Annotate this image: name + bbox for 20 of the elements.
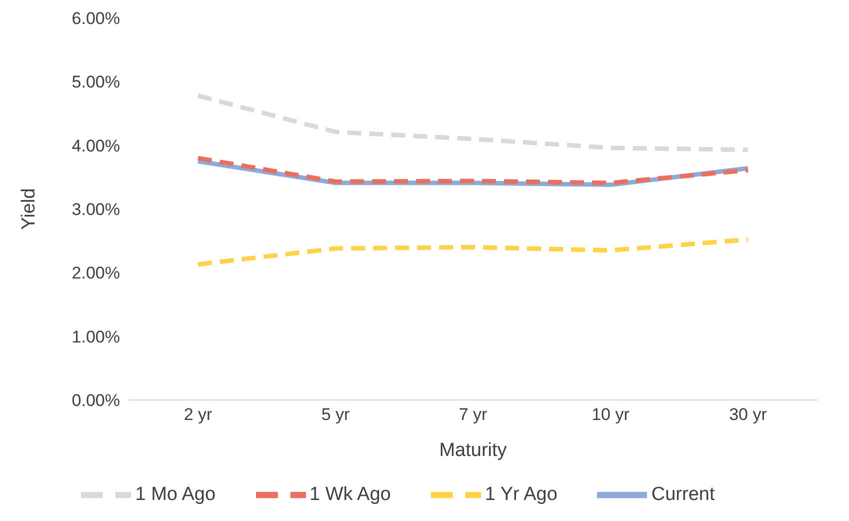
x-tick-label: 30 yr (729, 405, 768, 424)
y-tick-label: 1.00% (72, 327, 120, 346)
y-tick-label: 0.00% (72, 391, 120, 410)
line-series (196, 237, 750, 267)
legend-label: 1 Mo Ago (135, 484, 216, 506)
y-tick-label: 3.00% (72, 200, 120, 220)
legend-label: 1 Yr Ago (484, 484, 558, 506)
x-tick-label: 7 yr (458, 405, 488, 424)
x-axis-title: Maturity (439, 440, 508, 461)
x-tick-label: 2 yr (184, 405, 213, 424)
x-tick-label: 10 yr (592, 405, 630, 424)
y-tick-label: 6.00% (72, 9, 120, 28)
legend-label: 1 Wk Ago (310, 484, 391, 506)
y-axis-title: Yield (18, 188, 40, 230)
y-tick-label: 5.00% (72, 72, 120, 92)
line-series (196, 93, 750, 152)
y-tick-label: 4.00% (72, 136, 120, 156)
x-tick-label: 5 yr (321, 405, 350, 424)
legend-label: Current (651, 484, 715, 506)
y-tick-label: 2.00% (72, 264, 120, 283)
